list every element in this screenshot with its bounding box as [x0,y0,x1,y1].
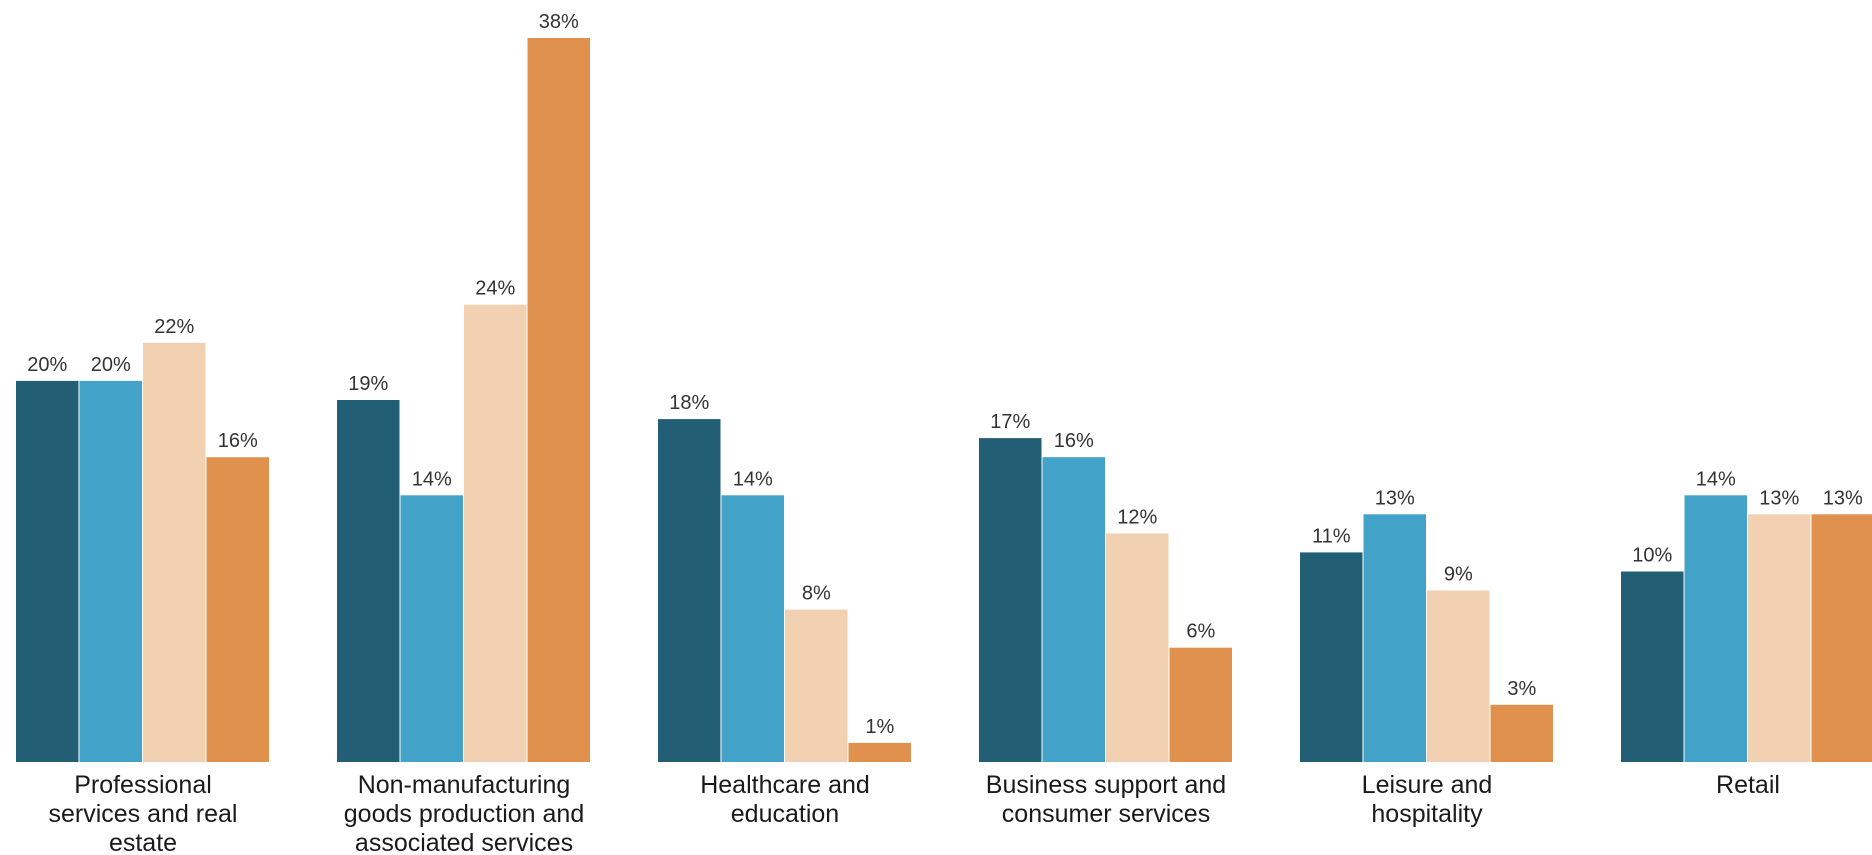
category-label: Business support and consumer services [986,771,1226,828]
bar-group: 20% 20% 22% 16% Professional services and rea… [16,316,269,855]
bar [206,457,269,762]
data-label: 19% [348,373,388,395]
data-label: 3% [1507,678,1536,700]
bar [979,438,1042,762]
data-label: 6% [1186,621,1215,643]
data-label: 13% [1759,487,1799,509]
data-label: 17% [990,411,1030,433]
data-label: 12% [1117,506,1157,528]
bar [337,400,400,762]
category-label: Non-manufacturing goods production and ass… [344,771,584,855]
category-label: Healthcare and education [700,771,870,828]
data-label: 14% [412,468,452,490]
bar [1621,571,1684,762]
category-label: Leisure and hospitality [1362,771,1493,828]
data-label: 9% [1444,564,1473,586]
bar [1811,514,1872,762]
bar [527,38,590,762]
bar-group: 10% 14% 13% 13% Retail [1621,468,1872,799]
bar-group: 11% 13% 9% 3% Leisure and hospitality [1300,487,1553,828]
data-label: 14% [1696,468,1736,490]
bar [785,609,848,762]
bar [464,304,527,762]
data-label: 20% [27,354,67,376]
data-label: 13% [1823,487,1863,509]
data-label: 22% [154,316,194,338]
data-label: 20% [91,354,131,376]
data-label: 24% [475,278,515,300]
bar [143,342,206,762]
bar [1684,495,1747,762]
data-label: 14% [733,468,773,490]
data-label: 16% [1054,430,1094,452]
bar [1363,514,1426,762]
data-label: 38% [539,11,579,33]
bar [1748,514,1811,762]
data-label: 18% [669,392,709,414]
bar [721,495,784,762]
bar-group: 18% 14% 8% 1% Healthcare and education [658,392,911,828]
category-label: Retail [1716,771,1780,799]
bar [400,495,463,762]
bar-group: 17% 16% 12% 6% Business support and consumer … [979,411,1232,828]
bar [16,380,79,762]
bar [1427,590,1490,762]
data-label: 8% [802,583,831,605]
data-label: 16% [218,430,258,452]
bar [658,419,721,762]
data-label: 1% [865,716,894,738]
bar-group: 19% 14% 24% 38% Non-manufacturing goods produ… [337,11,590,855]
bar [79,380,142,762]
bar [1169,647,1232,762]
bar [1490,704,1553,762]
data-label: 11% [1312,525,1351,547]
bar [1042,457,1105,762]
data-label: 10% [1632,545,1672,567]
data-label: 13% [1375,487,1415,509]
bar [1300,552,1363,762]
bar [1106,533,1169,762]
category-label: Professional services and real estate [49,771,238,855]
bar [848,742,911,762]
